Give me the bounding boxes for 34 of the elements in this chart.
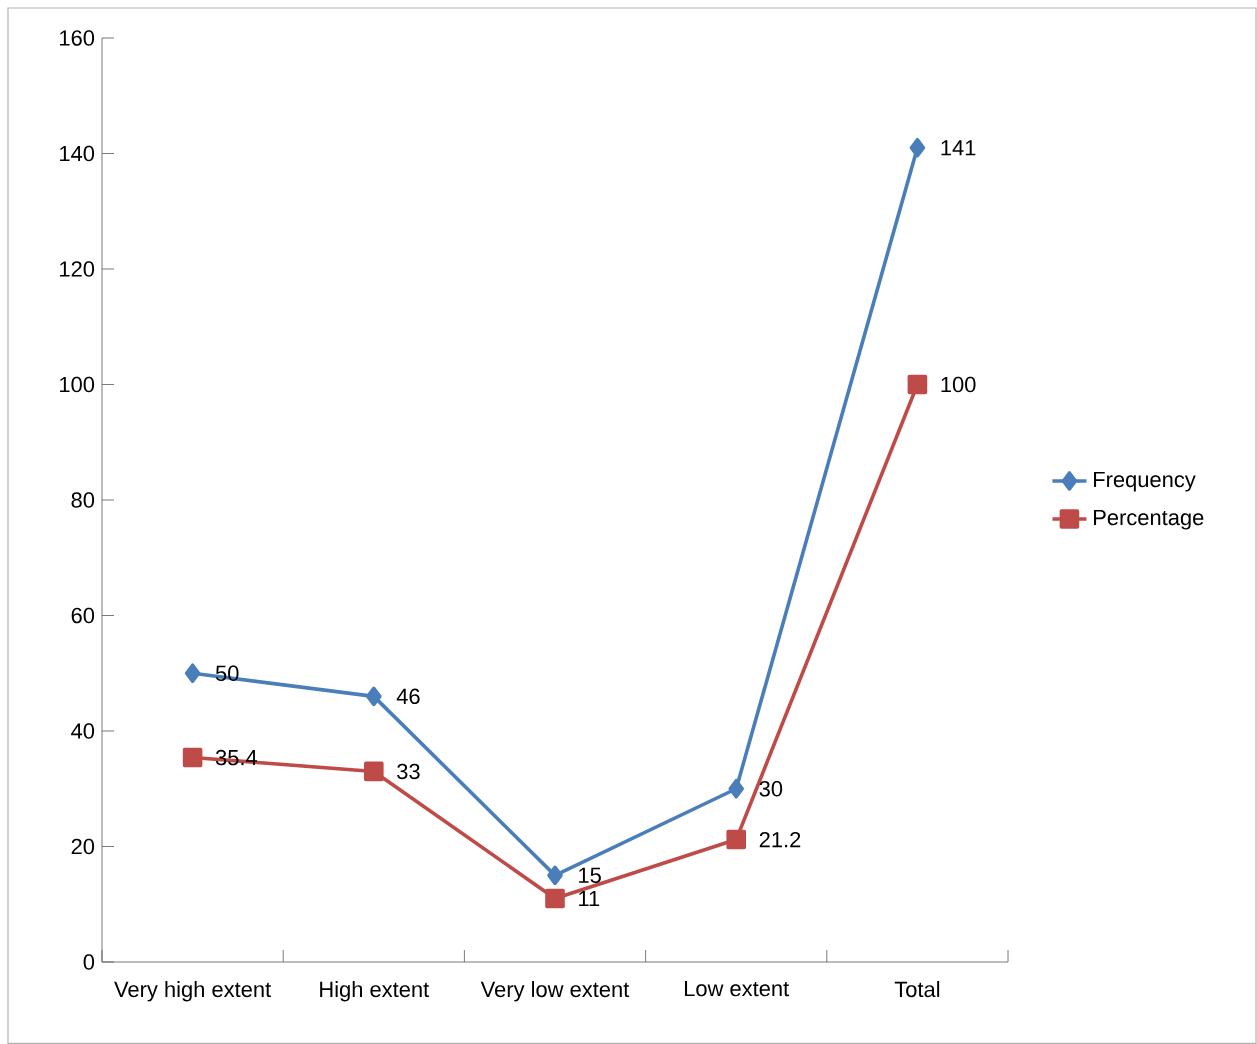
y-tick-label: 120 [60, 261, 95, 277]
point [547, 865, 563, 886]
y-tick-label: 140 [60, 145, 95, 162]
point [907, 374, 928, 395]
x-tick-label: Total [894, 981, 940, 998]
y-tick-label: 160 [60, 30, 95, 46]
data-label: 15 [579, 867, 601, 884]
x-tick-label: High extent [320, 981, 430, 1002]
data-label: 21.2 [759, 831, 801, 848]
point [366, 686, 382, 707]
x-tick-label: Low extent [685, 981, 790, 997]
x-tick-label: Very low extent [480, 981, 630, 1002]
point [726, 829, 747, 850]
point [909, 137, 926, 158]
point [728, 778, 745, 799]
legend-label: Percentage [1094, 510, 1204, 530]
legend-label: Frequency [1094, 471, 1196, 492]
data-label: 30 [759, 781, 783, 797]
data-label: 46 [396, 688, 420, 705]
x-tick-label: Very high extent [114, 981, 272, 1002]
data-label: 141 [941, 140, 976, 156]
y-tick-label: 20 [71, 838, 95, 855]
point [182, 747, 203, 768]
data-label: 100 [941, 376, 976, 393]
y-tick-label: 40 [71, 723, 95, 739]
data-label: 33 [397, 763, 420, 780]
y-tick-label: 80 [71, 492, 95, 508]
y-tick-label: 0 [83, 954, 95, 970]
data-label: 11 [579, 890, 600, 907]
y-tick-label: 100 [60, 376, 95, 393]
point [364, 761, 384, 782]
y-tick-label: 60 [71, 607, 95, 624]
point [545, 888, 565, 909]
point [184, 663, 201, 684]
